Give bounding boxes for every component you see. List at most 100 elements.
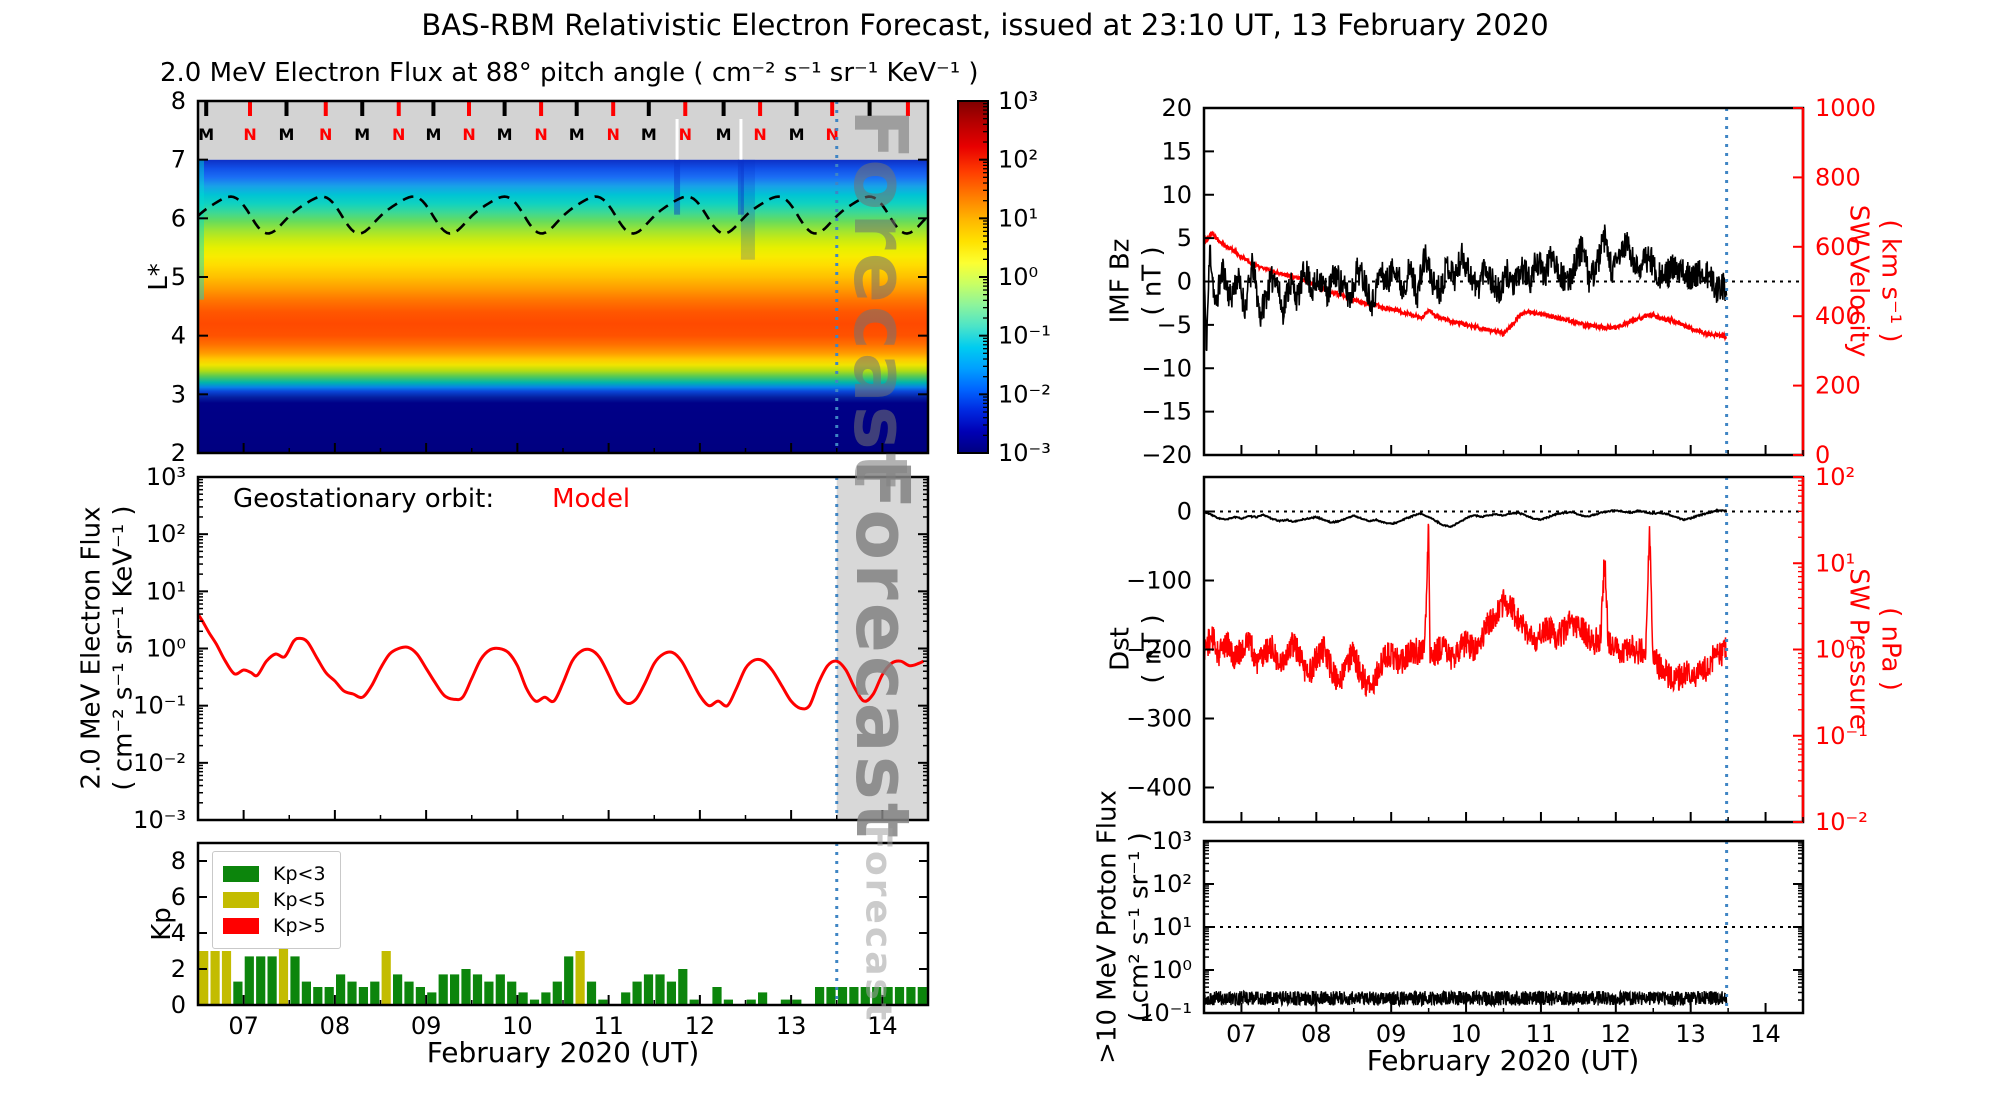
- spectrogram-ylabel: L*: [144, 263, 175, 291]
- svg-text:N: N: [462, 125, 475, 144]
- svg-text:M: M: [497, 125, 513, 144]
- sw-pressure-ylabel-name: SW Pressure: [1844, 568, 1874, 730]
- svg-text:07: 07: [1226, 1020, 1257, 1048]
- imf-bz-ylabel-name: IMF Bz: [1105, 238, 1136, 324]
- kp-legend-item-high: Kp>5: [223, 915, 326, 937]
- svg-text:0: 0: [171, 991, 186, 1019]
- svg-text:M: M: [354, 125, 370, 144]
- imf-bz-ylabel: IMF Bz ( nT ): [1105, 239, 1168, 324]
- svg-text:08: 08: [1301, 1020, 1332, 1048]
- kp-legend-label-mid: Kp<5: [273, 889, 326, 911]
- svg-text:13: 13: [1675, 1020, 1706, 1048]
- svg-text:0: 0: [1177, 498, 1192, 526]
- svg-text:2: 2: [171, 955, 186, 983]
- svg-text:1000: 1000: [1815, 94, 1876, 122]
- kp-legend-item-mid: Kp<5: [223, 889, 326, 911]
- geo-flux-ylabel-line1: 2.0 MeV Electron Flux: [76, 506, 107, 790]
- sw-pressure-ylabel-units: ( nPa ): [1875, 607, 1906, 691]
- svg-text:M: M: [716, 125, 732, 144]
- kp-legend-label-low: Kp<3: [273, 863, 326, 885]
- kp-legend-swatch-yellow: [223, 892, 259, 908]
- svg-text:10: 10: [1161, 181, 1192, 209]
- svg-text:M: M: [279, 125, 295, 144]
- svg-text:7: 7: [171, 146, 186, 174]
- svg-text:−300: −300: [1126, 705, 1192, 733]
- svg-text:M: M: [198, 125, 214, 144]
- svg-text:5: 5: [1177, 224, 1192, 252]
- svg-text:0: 0: [1177, 268, 1192, 296]
- kp-ylabel: Kp: [147, 907, 178, 941]
- svg-text:2: 2: [171, 439, 186, 467]
- svg-text:11: 11: [593, 1012, 624, 1040]
- sw-velocity-ylabel-units: ( km s⁻¹ ): [1875, 219, 1906, 343]
- geo-flux-ylabel-line2: ( cm⁻² s⁻¹ sr⁻¹ KeV⁻¹ ): [108, 505, 138, 791]
- svg-text:10⁰: 10⁰: [1152, 956, 1192, 984]
- svg-text:N: N: [606, 125, 619, 144]
- svg-text:10: 10: [502, 1012, 533, 1040]
- dst-ylabel-units: ( nT ): [1137, 614, 1167, 684]
- svg-text:10³: 10³: [998, 87, 1038, 115]
- geo-orbit-legend-model: Model: [552, 484, 631, 514]
- imf-bz-ylabel-units: ( nT ): [1137, 246, 1167, 316]
- svg-text:8: 8: [171, 847, 186, 875]
- svg-text:0: 0: [1815, 441, 1830, 469]
- geo-orbit-legend: Geostationary orbit: Model: [233, 484, 630, 514]
- xlabel-right: February 2020 (UT): [1366, 1044, 1640, 1077]
- svg-text:10⁻²: 10⁻²: [133, 749, 186, 777]
- svg-text:10⁻¹: 10⁻¹: [1815, 722, 1868, 750]
- svg-text:08: 08: [320, 1012, 351, 1040]
- svg-text:10²: 10²: [146, 520, 186, 548]
- svg-text:10⁻³: 10⁻³: [998, 439, 1051, 467]
- svg-text:−100: −100: [1126, 567, 1192, 595]
- kp-legend-label-high: Kp>5: [273, 915, 326, 937]
- svg-text:10¹: 10¹: [998, 204, 1038, 232]
- svg-text:10⁻¹: 10⁻¹: [133, 692, 186, 720]
- svg-text:−15: −15: [1141, 398, 1192, 426]
- spectrogram-title: 2.0 MeV Electron Flux at 88° pitch angle…: [160, 58, 979, 88]
- proton-flux-ylabel: >10 MeV Proton Flux ( cm² s⁻¹ sr⁻¹ ): [1092, 790, 1155, 1064]
- svg-text:6: 6: [171, 883, 186, 911]
- xlabel-left: February 2020 (UT): [426, 1036, 700, 1069]
- forecast-watermark-flux: Forecast: [839, 458, 925, 842]
- svg-text:N: N: [243, 125, 256, 144]
- svg-text:10: 10: [1451, 1020, 1482, 1048]
- dst-ylabel-name: Dst: [1105, 627, 1136, 671]
- svg-text:13: 13: [776, 1012, 807, 1040]
- dst-ylabel: Dst ( nT ): [1105, 614, 1168, 683]
- svg-text:10⁻²: 10⁻²: [998, 380, 1051, 408]
- svg-text:N: N: [534, 125, 547, 144]
- svg-text:10⁻¹: 10⁻¹: [998, 322, 1051, 350]
- svg-text:12: 12: [1601, 1020, 1632, 1048]
- svg-text:4: 4: [171, 919, 186, 947]
- svg-text:600: 600: [1815, 233, 1861, 261]
- svg-text:5: 5: [171, 263, 186, 291]
- svg-text:200: 200: [1815, 372, 1861, 400]
- svg-text:−20: −20: [1141, 441, 1192, 469]
- svg-text:10²: 10²: [1815, 463, 1855, 491]
- svg-text:15: 15: [1161, 137, 1192, 165]
- figure-title: BAS-RBM Relativistic Electron Forecast, …: [421, 8, 1549, 42]
- svg-text:10⁻²: 10⁻²: [1815, 808, 1868, 836]
- kp-legend-swatch-green: [223, 866, 259, 882]
- svg-text:−5: −5: [1157, 311, 1192, 339]
- forecast-watermark-spectrogram: Forecast: [837, 108, 923, 492]
- svg-text:14: 14: [867, 1012, 898, 1040]
- svg-text:N: N: [319, 125, 332, 144]
- svg-text:3: 3: [171, 380, 186, 408]
- svg-text:M: M: [569, 125, 585, 144]
- svg-text:6: 6: [171, 204, 186, 232]
- svg-text:11: 11: [1526, 1020, 1557, 1048]
- svg-text:N: N: [753, 125, 766, 144]
- svg-text:12: 12: [685, 1012, 716, 1040]
- svg-text:10⁻¹: 10⁻¹: [1139, 999, 1192, 1027]
- svg-text:800: 800: [1815, 163, 1861, 191]
- forecast-watermark-kp: Forecast: [857, 824, 899, 1024]
- kp-legend-swatch-red: [223, 918, 259, 934]
- svg-text:400: 400: [1815, 302, 1861, 330]
- svg-text:M: M: [641, 125, 657, 144]
- svg-text:10²: 10²: [998, 146, 1038, 174]
- svg-text:−200: −200: [1126, 636, 1192, 664]
- svg-text:M: M: [789, 125, 805, 144]
